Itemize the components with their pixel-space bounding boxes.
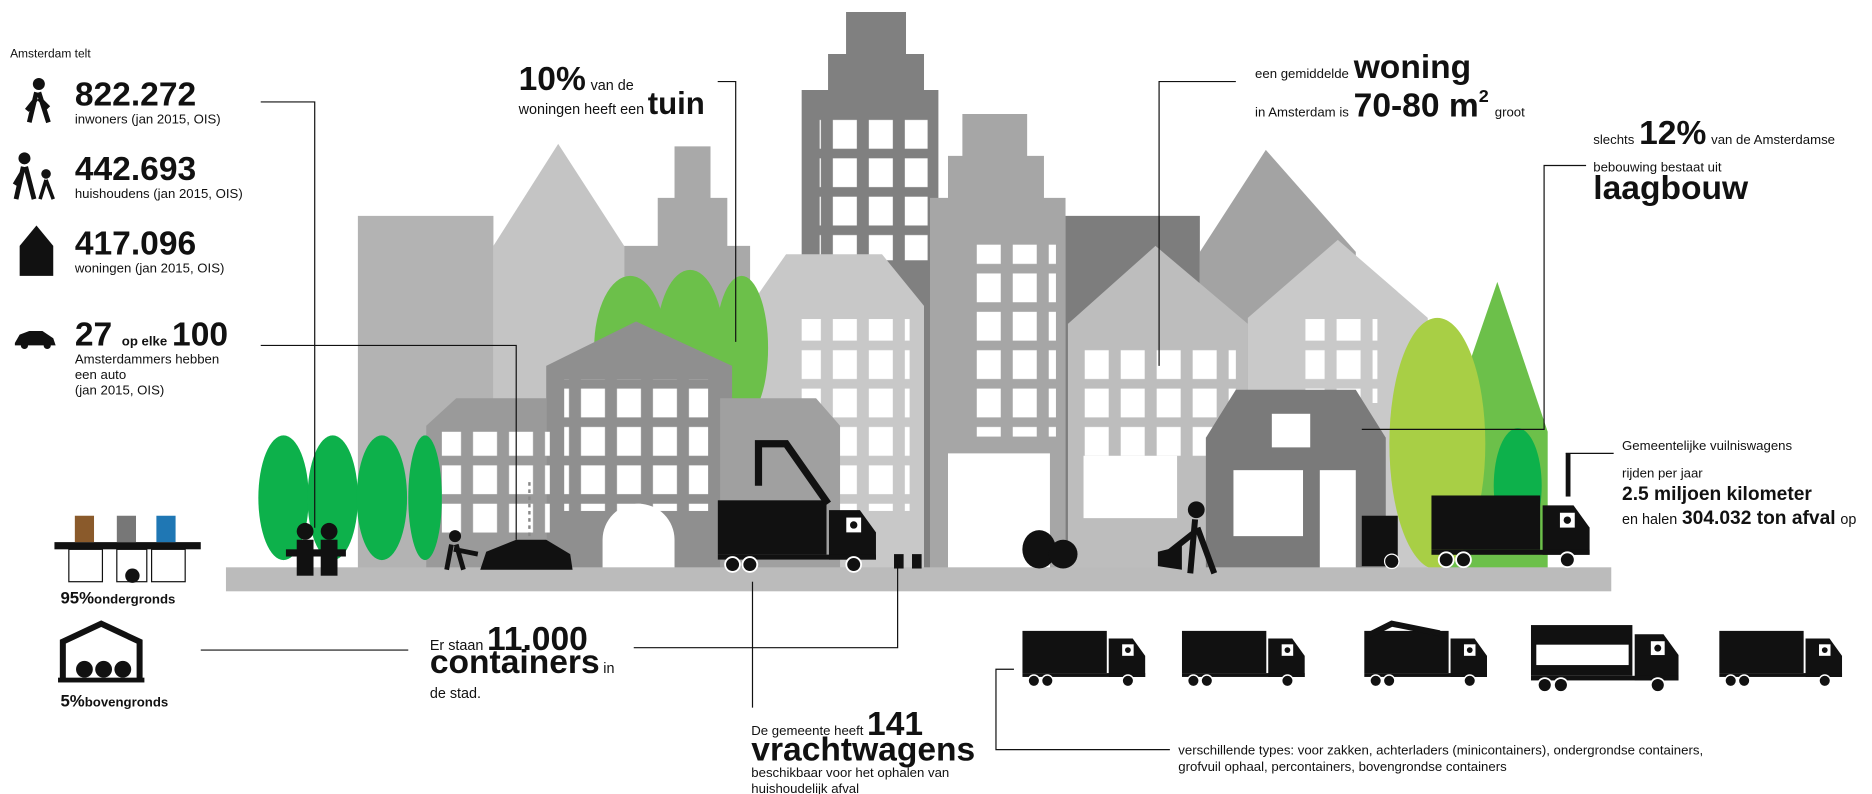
aboveground-label: bovengronds [85,694,169,709]
stat-value: 442.693 [75,151,196,188]
containers-1: Er staan 11.000 [430,621,588,658]
home-text: groot [1495,104,1525,119]
car-total: 100 [172,316,228,353]
aboveground: 5%bovengronds [60,691,168,710]
home-text: een gemiddelde [1255,66,1349,81]
trucks-amount: 304.032 ton afval [1682,508,1836,529]
garden-text: woningen heeft een [518,102,645,118]
truck [1022,629,1147,688]
trucks-text: rijden per jaar [1622,465,1703,480]
truck [1719,629,1843,688]
icons [12,77,201,683]
car-text: (jan 2015, OIS) [75,383,164,398]
fleet-value: 141 [867,706,923,743]
truck-types [1022,620,1843,693]
home-word: woning [1353,49,1472,86]
car-middle: op elke [122,333,167,348]
trucks-text: Gemeentelijke vuilniswagens [1622,438,1792,453]
lowrise-text: van de Amsterdamse [1711,132,1835,147]
garden-value: 10% [519,61,586,98]
car-text: Amsterdammers hebben [75,351,219,366]
containers-value: 11.000 [487,621,588,658]
intro: Amsterdam telt [10,47,91,61]
garden-2: woningen heeft een tuin [518,86,705,121]
lowrise-value: 12% [1639,115,1706,152]
fleet-word: vrachtwagens [751,731,975,768]
home-sup: 2 [1479,86,1489,106]
city-scene [225,11,1612,592]
fleet-1: De gemeente heeft 141 [751,706,923,743]
stat-value: 822.272 [75,77,196,114]
containers-2: containers in [430,644,615,681]
underground-value: 95% [60,588,94,607]
garden-text: van de [591,78,634,94]
garden-1: 10% van de [519,61,634,98]
underground: 95%ondergronds [60,588,175,607]
home-size: 70-80 m [1354,87,1479,124]
labels: Amsterdam telt 822.272 inwoners (jan 201… [10,47,1856,794]
home-text: in Amsterdam is [1255,104,1349,119]
fleet-text: De gemeente heeft [751,723,864,738]
lowrise-word: laagbouw [1593,170,1749,207]
trucks-distance: 2.5 miljoen kilometer [1622,484,1812,505]
types-text: verschillende types: voor zakken, achter… [1178,742,1703,757]
car-text: een auto [75,367,126,382]
truck [1364,629,1488,688]
stat-label: huishoudens (jan 2015, OIS) [75,186,243,201]
garden-word: tuin [648,86,705,121]
containers-text: in [603,661,614,677]
trucks-amount-line: en halen 304.032 ton afval op [1622,508,1856,529]
fleet-text: beschikbaar voor het ophalen van [751,765,949,780]
trucks-text: en halen [1622,512,1677,528]
containers-text: de stad. [430,686,481,702]
lowrise-text: bebouwing bestaat uit [1593,160,1722,175]
fleet-text: huishoudelijk afval [751,781,859,794]
stat-label: woningen (jan 2015, OIS) [74,260,225,275]
home-2: in Amsterdam is 70-80 m2 groot [1255,86,1525,124]
trucks-text: op [1840,512,1856,528]
types-text: grofvuil ophaal, percontainers, bovengro… [1178,759,1507,774]
stat-label: inwoners (jan 2015, OIS) [75,112,221,127]
containers-word: containers [430,644,600,681]
underground-label: ondergronds [94,591,175,606]
connectors [200,80,1614,751]
lowrise-1: slechts 12% van de Amsterdamse [1593,115,1835,152]
car-stat: 27 op elke 100 [75,316,228,353]
aboveground-value: 5% [60,691,84,710]
stat-value: 417.096 [75,225,196,262]
home-1: een gemiddelde woning [1255,49,1471,86]
containers-text: Er staan [430,638,484,654]
car-value: 27 [75,316,112,353]
lowrise-text: slechts [1593,132,1634,147]
truck [1181,629,1306,688]
